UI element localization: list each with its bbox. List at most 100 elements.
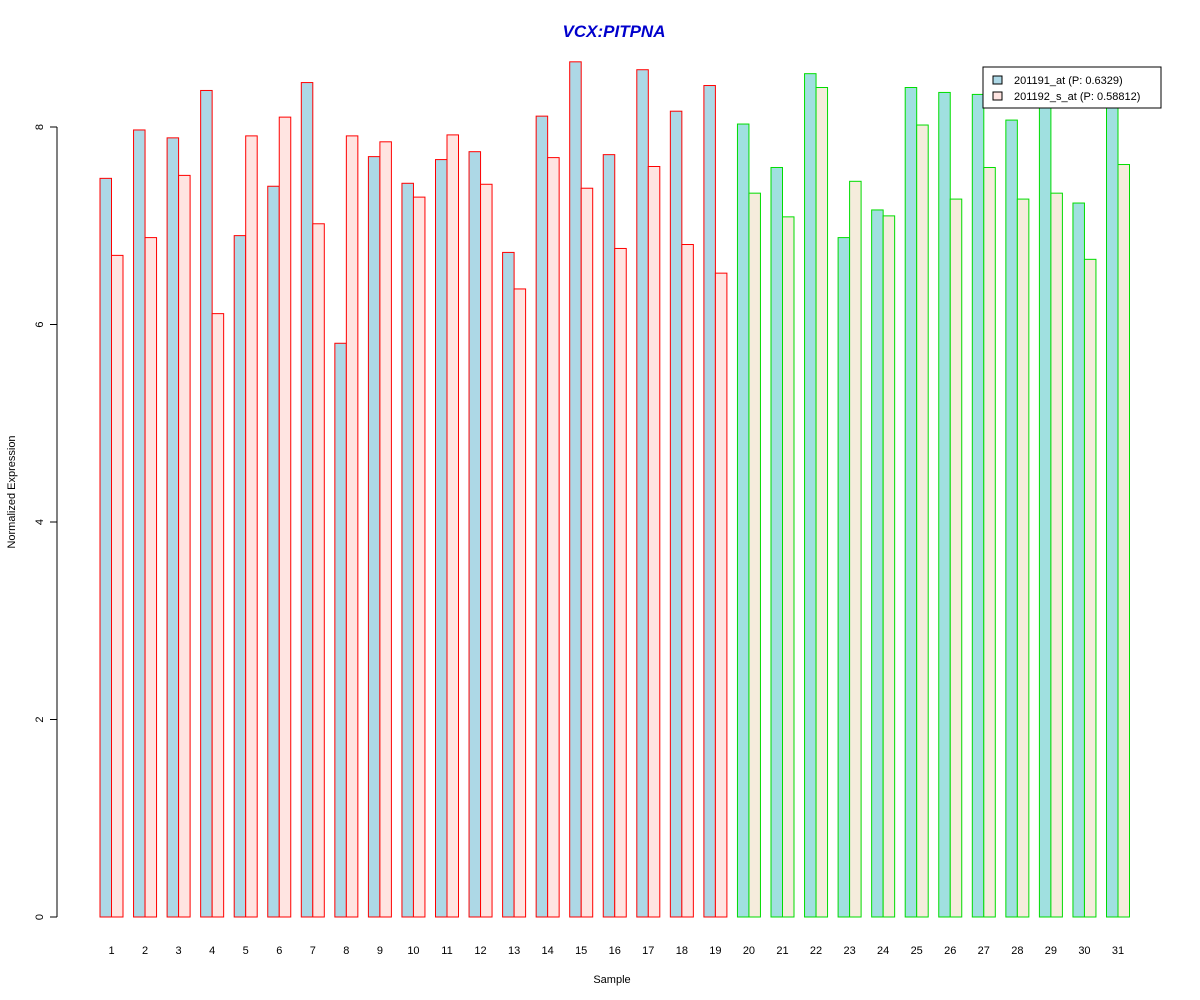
bar-series-2-sample-12: [480, 183, 493, 918]
x-tick-label: 28: [1011, 945, 1023, 957]
x-tick-label: 12: [474, 945, 486, 957]
x-tick-label: 24: [877, 945, 889, 957]
x-tick-label: 16: [609, 945, 621, 957]
bar-series-2-sample-16: [614, 247, 627, 918]
bar-series-2-sample-2: [144, 237, 158, 918]
legend-swatch-series-1: [992, 75, 1003, 85]
bar-series-2-sample-18: [681, 244, 694, 918]
x-tick-label: 21: [776, 945, 788, 957]
bar-series-2-sample-8: [345, 135, 359, 918]
x-tick-label: 14: [542, 945, 554, 957]
bar-series-1-sample-22: [804, 73, 817, 918]
legend-box: [982, 66, 1162, 109]
bar-series-2-sample-7: [312, 223, 325, 918]
bar-series-1-sample-25: [904, 87, 918, 918]
bar-series-1-sample-8: [334, 342, 347, 918]
x-tick-label: 8: [343, 945, 349, 957]
x-tick-label: 18: [676, 945, 688, 957]
bar-series-1-sample-18: [669, 110, 683, 918]
bar-series-1-sample-20: [736, 123, 750, 918]
x-tick-label: 25: [911, 945, 923, 957]
x-tick-label: 6: [276, 945, 282, 957]
x-tick-label: 9: [377, 945, 383, 957]
bar-series-1-sample-19: [703, 85, 716, 918]
bar-series-2-sample-24: [882, 215, 896, 918]
legend: 201191_at (P: 0.6329) 201192_s_at (P: 0.…: [982, 66, 1162, 109]
bar-series-1-sample-29: [1038, 106, 1052, 918]
x-tick-label: 29: [1045, 945, 1057, 957]
x-tick-label: 26: [944, 945, 956, 957]
bar-series-2-sample-13: [513, 288, 527, 918]
chart-title: VCX:PITPNA: [563, 22, 666, 41]
bar-series-1-sample-28: [1005, 119, 1018, 918]
bar-series-1-sample-16: [602, 154, 616, 918]
x-tick-label: 23: [843, 945, 855, 957]
x-tick-label: 20: [743, 945, 755, 957]
bar-series-2-sample-17: [647, 166, 661, 918]
x-tick-label: 30: [1078, 945, 1090, 957]
bar-series-2-sample-9: [379, 141, 392, 918]
bar-series-1-sample-24: [871, 209, 884, 918]
x-tick-label: 4: [209, 945, 215, 957]
bar-series-1-sample-11: [435, 159, 448, 918]
x-tick-label: 5: [243, 945, 249, 957]
bar-series-2-sample-15: [580, 187, 594, 918]
bars-group: [99, 61, 1130, 918]
x-tick-label: 11: [441, 945, 452, 957]
bar-series-2-sample-31: [1117, 164, 1130, 918]
bar-series-2-sample-23: [849, 180, 862, 918]
bar-series-2-sample-25: [916, 124, 929, 918]
x-tick-label: 2: [142, 945, 148, 957]
bar-series-1-sample-4: [200, 89, 213, 918]
y-tick-label: 0: [34, 914, 46, 920]
axes-group: 0 2 4 6 8: [34, 124, 58, 920]
bar-series-1-sample-2: [133, 129, 146, 918]
bar-series-2-sample-19: [714, 272, 728, 918]
bar-series-2-sample-20: [748, 192, 761, 918]
y-axis-label: Normalized Expression: [6, 435, 18, 548]
legend-label-series-2: 201192_s_at (P: 0.58812): [1014, 91, 1140, 103]
bar-series-2-sample-6: [278, 116, 292, 918]
bar-series-1-sample-26: [938, 91, 951, 918]
legend-label-series-1: 201191_at (P: 0.6329): [1014, 75, 1123, 87]
bar-series-1-sample-27: [971, 93, 985, 918]
bar-series-1-sample-21: [770, 166, 783, 918]
bar-series-1-sample-6: [267, 185, 280, 918]
bar-series-1-sample-30: [1072, 202, 1085, 918]
bar-series-1-sample-14: [535, 115, 549, 918]
bar-series-2-sample-10: [412, 196, 426, 918]
bar-series-2-sample-1: [111, 254, 124, 918]
bar-series-2-sample-5: [245, 135, 258, 918]
x-tick-label: 19: [709, 945, 721, 957]
x-tick-label: 1: [108, 945, 114, 957]
bar-series-2-sample-30: [1083, 258, 1097, 918]
x-tick-labels: 1 2 3 4 5 6 7 8 9 10 11 12 13 14 15 16 17 18 19 20 21 22 23 24 2…: [108, 945, 1124, 957]
bar-series-2-sample-21: [782, 216, 795, 918]
bar-series-1-sample-15: [569, 61, 582, 918]
x-tick-label: 15: [575, 945, 587, 957]
bar-series-2-sample-29: [1050, 192, 1063, 918]
bar-series-1-sample-31: [1106, 106, 1119, 918]
x-tick-label: 22: [810, 945, 822, 957]
bar-series-2-sample-3: [178, 174, 191, 918]
x-tick-label: 31: [1112, 945, 1124, 957]
bar-series-1-sample-10: [401, 182, 414, 918]
bar-series-2-sample-14: [547, 157, 560, 918]
bar-series-1-sample-12: [468, 151, 482, 918]
x-tick-label: 27: [978, 945, 990, 957]
x-tick-label: 3: [176, 945, 182, 957]
bar-series-1-sample-3: [166, 137, 180, 918]
bar-series-2-sample-28: [1016, 198, 1030, 918]
bar-series-1-sample-1: [99, 177, 112, 918]
bar-series-2-sample-26: [949, 198, 963, 918]
bar-series-1-sample-7: [300, 82, 314, 918]
bar-series-1-sample-13: [502, 251, 515, 918]
bar-series-2-sample-27: [983, 166, 996, 918]
x-tick-label: 10: [407, 945, 419, 957]
bar-series-1-sample-9: [367, 156, 381, 918]
legend-swatch-series-2: [992, 91, 1003, 101]
bar-series-2-sample-22: [815, 87, 829, 918]
bar-series-2-sample-11: [446, 134, 459, 918]
x-tick-label: 13: [508, 945, 520, 957]
